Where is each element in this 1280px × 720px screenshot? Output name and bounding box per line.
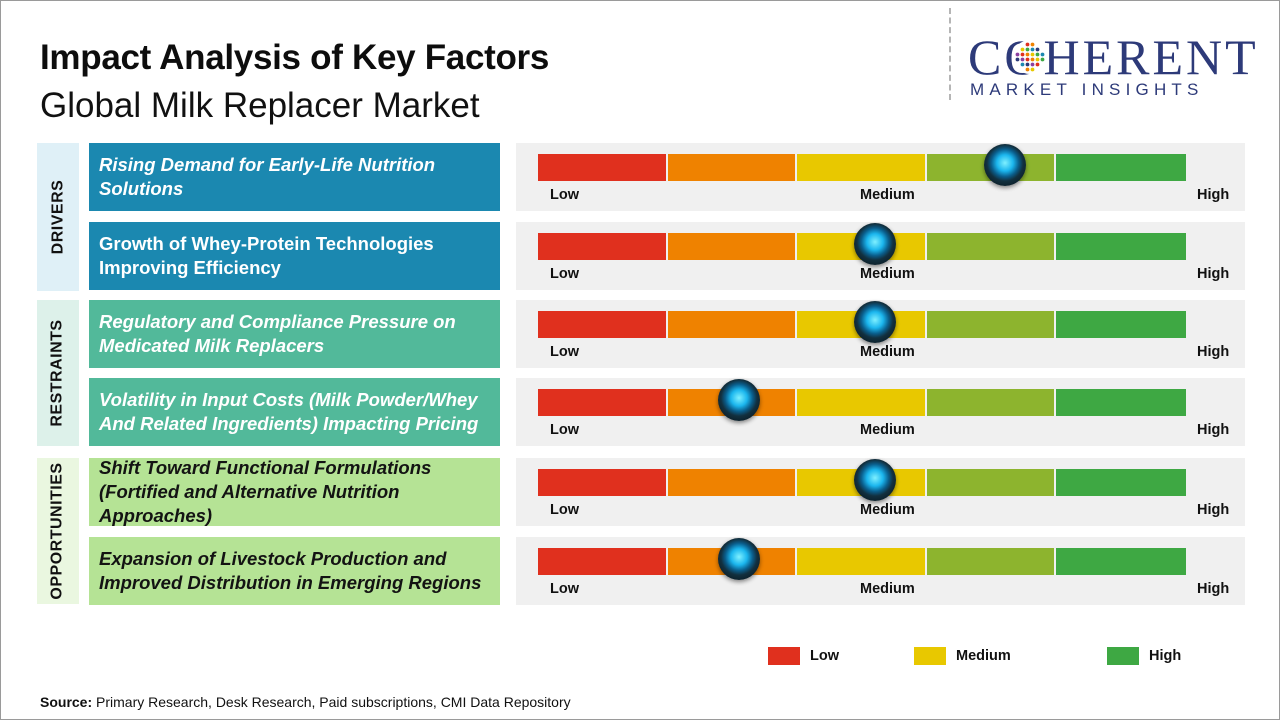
legend-label-high: High <box>1149 648 1182 664</box>
impact-marker <box>853 459 896 501</box>
scale-label-high: High <box>1197 581 1230 597</box>
impact-segment <box>797 548 925 575</box>
scale-label-medium: Medium <box>860 187 915 203</box>
impact-track: Low Medium High <box>516 143 1245 211</box>
impact-segment <box>926 389 1055 416</box>
impact-segment <box>926 469 1055 496</box>
impact-segment <box>538 311 666 338</box>
factor-label: Volatility in Input Costs (Milk Powder/W… <box>89 378 500 446</box>
legend-swatch-low <box>768 647 800 665</box>
impact-segment <box>1056 548 1186 575</box>
scale-label-high: High <box>1197 187 1230 203</box>
scale-label-low: Low <box>550 422 579 438</box>
impact-segment <box>1056 469 1186 496</box>
factor-label: Rising Demand for Early-Life Nutrition S… <box>89 143 500 211</box>
logo-dots-icon <box>1013 40 1047 74</box>
scale-label-low: Low <box>550 502 579 518</box>
impact-segment <box>538 154 666 181</box>
impact-segment <box>797 154 925 181</box>
company-logo: COHERENT MARKET INSIGHTS <box>968 30 1268 104</box>
legend-item-low: Low <box>768 647 839 665</box>
category-label-text: DRIVERS <box>49 179 66 255</box>
impact-track: Low Medium High <box>516 222 1245 290</box>
legend-item-high: High <box>1107 647 1181 665</box>
scale-label-medium: Medium <box>860 502 915 518</box>
impact-segment <box>926 548 1055 575</box>
legend-item-medium: Medium <box>914 647 1011 665</box>
impact-marker <box>853 301 896 343</box>
scale-label-high: High <box>1197 266 1230 282</box>
scale-label-medium: Medium <box>860 581 915 597</box>
impact-segment <box>797 389 925 416</box>
header-divider <box>949 8 951 100</box>
impact-track: Low Medium High <box>516 537 1245 605</box>
impact-segment <box>926 311 1055 338</box>
impact-segment <box>1056 311 1186 338</box>
legend-label-medium: Medium <box>956 648 1011 664</box>
source-note: Source: Primary Research, Desk Research,… <box>40 694 571 710</box>
category-label-text: RESTRAINTS <box>49 319 67 427</box>
page-title: Impact Analysis of Key Factors <box>40 38 550 77</box>
scale-label-low: Low <box>550 187 579 203</box>
impact-marker <box>717 379 760 421</box>
impact-segment <box>667 154 796 181</box>
factor-label: Shift Toward Functional Formulations (Fo… <box>89 457 500 526</box>
scale-label-high: High <box>1197 422 1230 438</box>
impact-segment <box>926 233 1055 260</box>
scale-label-medium: Medium <box>860 344 915 360</box>
impact-marker <box>717 538 760 580</box>
impact-marker <box>853 223 896 265</box>
impact-segment <box>538 389 666 416</box>
legend-swatch-high <box>1107 647 1139 665</box>
scale-label-low: Low <box>550 581 579 597</box>
impact-marker <box>983 144 1026 186</box>
impact-segment <box>1056 233 1186 260</box>
impact-segment <box>538 469 666 496</box>
scale-label-high: High <box>1197 344 1230 360</box>
source-text: Primary Research, Desk Research, Paid su… <box>92 694 571 710</box>
factor-label: Growth of Whey-Protein Technologies Impr… <box>89 222 500 290</box>
factor-label: Expansion of Livestock Production and Im… <box>89 537 500 605</box>
category-label-drivers: DRIVERS <box>37 143 79 291</box>
factor-label: Regulatory and Compliance Pressure on Me… <box>89 300 500 368</box>
scale-label-low: Low <box>550 266 579 282</box>
scale-label-medium: Medium <box>860 422 915 438</box>
category-label-text: OPPORTUNITIES <box>49 462 66 600</box>
impact-track: Low Medium High <box>516 300 1245 368</box>
impact-segment <box>667 469 796 496</box>
scale-label-medium: Medium <box>860 266 915 282</box>
scale-label-high: High <box>1197 502 1230 518</box>
impact-segment <box>667 233 796 260</box>
impact-track: Low Medium High <box>516 378 1245 446</box>
source-label: Source: <box>40 694 93 710</box>
impact-segment <box>1056 154 1186 181</box>
impact-segment <box>1056 389 1186 416</box>
page-subtitle: Global Milk Replacer Market <box>40 86 480 125</box>
impact-segment <box>538 548 666 575</box>
category-label-opportunities: OPPORTUNITIES <box>37 458 79 604</box>
legend-swatch-medium <box>914 647 946 665</box>
impact-track: Low Medium High <box>516 458 1245 526</box>
scale-label-low: Low <box>550 344 579 360</box>
legend-label-low: Low <box>810 648 839 664</box>
category-label-restraints: RESTRAINTS <box>37 300 79 446</box>
logo-tagline: MARKET INSIGHTS <box>970 80 1204 99</box>
impact-segment <box>667 311 796 338</box>
impact-segment <box>538 233 666 260</box>
